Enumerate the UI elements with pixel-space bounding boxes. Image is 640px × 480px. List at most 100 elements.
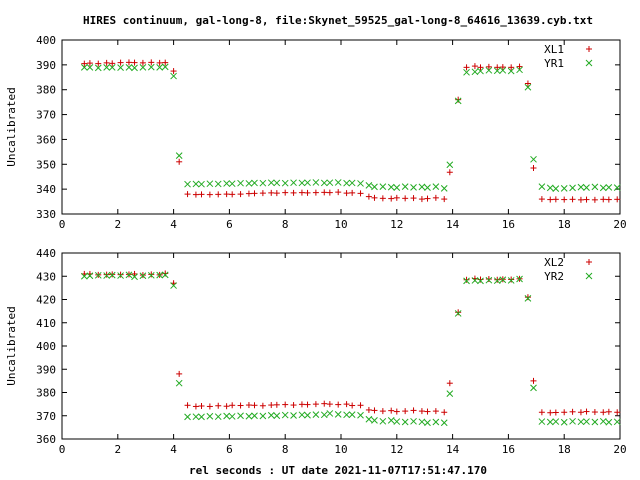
top-yr1-point [516,66,523,74]
bottom-legend-label: XL2 [544,256,564,269]
bottom-xl2-point [326,401,333,408]
top-xl1-point [418,196,425,203]
bottom-xl2-point [591,409,598,416]
top-x-tick-label: 10 [334,218,347,231]
top-x-tick-label: 2 [114,218,121,231]
top-yr1-point [214,180,222,188]
bottom-yr2-point [223,412,230,420]
bottom-yr2-point [379,417,387,425]
bottom-yr2-point [125,271,133,279]
bottom-panel-frame [61,252,621,440]
bottom-yr2-point [304,411,311,419]
top-xl1-point [432,194,439,201]
top-xl1-point [251,190,258,197]
bottom-yr2-point [410,417,417,425]
bottom-yr2-point [599,417,607,425]
top-yr1-point [371,183,378,191]
top-yr1-point [583,184,590,192]
bottom-yr2-point [605,418,613,426]
bottom-xl2-point [446,380,453,387]
bottom-yr2-point [103,272,110,279]
top-xl1-point [441,196,448,203]
bottom-xl2-point [538,409,545,416]
bottom-yr2-point [94,271,102,279]
bottom-xl2-point [393,408,400,415]
top-xl1-point [530,165,537,172]
bottom-yr2-point [591,418,599,426]
bottom-xl2-point [569,408,576,415]
top-yr1-point [125,63,133,71]
bottom-y-tick-label: 400 [36,340,56,353]
top-legend-marker [586,46,592,52]
top-x-tick-label: 16 [502,218,515,231]
bottom-yr2-point [357,411,364,419]
bottom-yr2-point [273,412,281,420]
bottom-xl2-point [424,408,431,415]
top-xl1-point [410,195,417,202]
top-yr1-point [410,184,417,191]
bottom-yr2-point [228,413,236,420]
bottom-yr2-point [251,412,258,420]
top-yr1-point [591,183,599,191]
top-yr1-point [290,179,297,187]
bottom-x-tick-label: 6 [226,443,233,456]
bottom-yr2-point [80,272,88,280]
top-yr1-point [493,67,501,75]
top-xl1-point [125,59,132,66]
top-yr1-point [546,184,554,192]
top-yr1-point [198,180,205,188]
bottom-xl2-point [410,407,417,414]
top-yr1-point [161,63,169,71]
bottom-yr2-point [485,276,493,284]
top-xl1-point [192,191,199,198]
bottom-yr2-point [507,277,515,284]
top-xl1-point [569,196,576,203]
bottom-x-tick-label: 18 [558,443,571,456]
top-yr1-point [424,184,431,192]
bottom-y-tick-label: 430 [36,270,56,283]
bottom-xl2-point [432,408,439,415]
bottom-yr2-point [424,419,431,427]
top-yr1-point [605,184,613,191]
top-yr1-point [228,180,236,188]
top-yr1-point [175,152,183,159]
bottom-x-tick-label: 12 [390,443,403,456]
top-xl1-point [198,191,205,198]
top-xl1-point [176,158,183,165]
bottom-yr2-point [560,418,568,426]
bottom-xl2-point [508,276,515,283]
x-axis-label: rel seconds : UT date 2021-11-07T17:51:4… [189,464,487,477]
bottom-xl2-point [349,402,356,409]
bottom-yr2-point [471,277,479,284]
top-yr1-point [108,63,116,71]
top-xl1-point [477,64,484,71]
top-xl1-point [371,194,378,201]
top-xl1-point [290,189,297,196]
bottom-xl2-point [379,408,386,415]
top-xl1-point [282,189,289,196]
bottom-yr2-point [387,417,395,424]
bottom-xl2-point [223,403,230,410]
top-yr1-point [156,63,164,71]
bottom-yr2-point [432,418,440,426]
top-xl1-point [95,60,102,67]
bottom-yr2-point [499,276,507,284]
bottom-xl2-point [485,276,492,283]
top-y-tick-label: 400 [36,34,56,47]
top-xl1-point [215,191,222,198]
top-xl1-point [86,60,93,67]
top-yr1-point [560,185,568,192]
top-yr1-point [471,68,479,76]
bottom-xl2-point [245,402,252,409]
bottom-xl2-point [577,409,584,416]
bottom-yr2-point [393,418,401,425]
top-yr1-point [184,180,191,188]
top-yr1-point [569,184,576,192]
bottom-xl2-point [561,409,568,416]
top-yr1-point [245,180,253,187]
top-yr1-point [281,179,289,187]
top-yr1-point [192,180,200,188]
